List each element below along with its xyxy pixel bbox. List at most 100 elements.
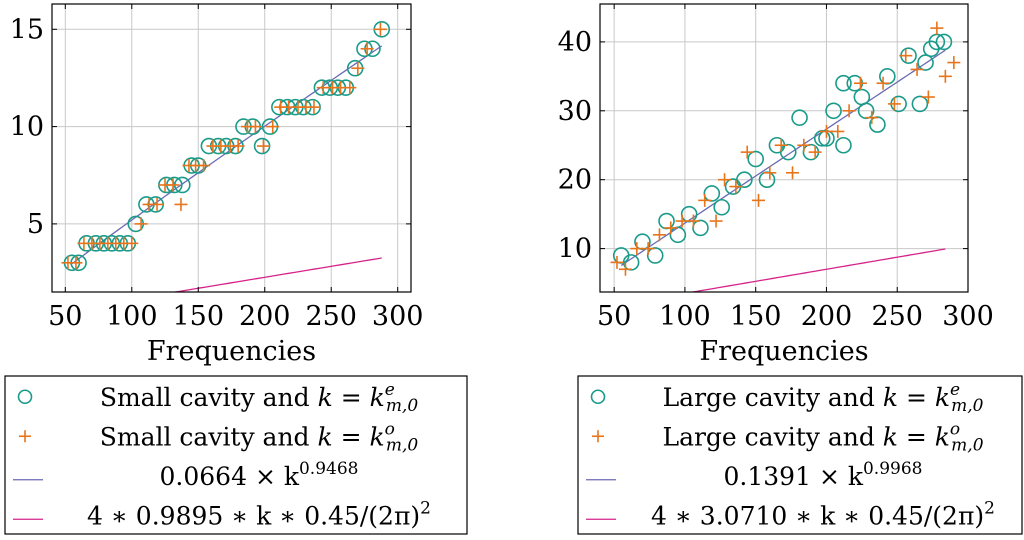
plus-point — [248, 120, 262, 134]
plus-point — [174, 197, 188, 211]
plus-point — [618, 262, 632, 276]
circle-point — [736, 171, 753, 188]
circle-point — [935, 33, 953, 51]
legend-label-text: 4 ∗ 0.9895 ∗ k ∗ 0.45/(2π) — [87, 501, 420, 530]
plus-point — [266, 120, 280, 134]
legend-box — [577, 375, 1023, 535]
circle-point — [612, 247, 630, 264]
legend-label-text: 4 ∗ 3.0710 ∗ k ∗ 0.45/(2π) — [651, 501, 984, 530]
x-tick-label: 100 — [659, 301, 711, 332]
plus-point — [808, 145, 822, 159]
legend-label-superscript: e — [950, 380, 960, 400]
circle-point — [646, 247, 664, 264]
legend-label-text: Small cavity and — [100, 422, 318, 451]
circle-point — [669, 226, 687, 244]
circle-point — [911, 95, 929, 113]
plus-point — [134, 217, 148, 231]
circle-point — [879, 68, 896, 85]
legend-label: Large cavity and k = ko m,0 — [662, 419, 983, 455]
legend-plus-marker — [592, 430, 604, 443]
circle-point — [747, 150, 764, 168]
legend-label: 4 ∗ 0.9895 ∗ k ∗ 0.45/(2π)2 — [87, 498, 431, 530]
circle-point — [917, 54, 934, 71]
legend-box — [4, 375, 468, 535]
legend-label-superscript: 0.9468 — [299, 459, 358, 479]
plus-point — [686, 214, 700, 228]
fit-line-4 — [689, 248, 946, 292]
circle-point — [779, 143, 797, 161]
plus-point — [910, 62, 924, 76]
plus-point — [899, 49, 913, 63]
circle-point — [703, 185, 721, 202]
plus-point — [819, 124, 833, 138]
plus-point — [125, 236, 139, 250]
plus-point — [610, 255, 624, 269]
plus-point — [360, 42, 374, 56]
plus-point — [231, 139, 245, 153]
y-tick-label: 30 — [558, 96, 592, 127]
legend-label: 4 ∗ 3.0710 ∗ k ∗ 0.45/(2π)2 — [651, 498, 995, 530]
legend-label: 0.0664 × k0.9468 — [160, 459, 359, 491]
legend-label-text: Small cavity and — [100, 383, 318, 412]
legend-label-superscript: o — [950, 419, 960, 439]
fit-line-4 — [171, 257, 382, 292]
legend-label-subscript: m,0 — [951, 435, 984, 455]
x-axis-label: Frequencies — [699, 336, 868, 367]
y-tick-label: 20 — [558, 165, 592, 196]
legend-label-text: Large cavity and — [663, 383, 883, 412]
plus-point — [166, 178, 180, 192]
chart-2: 50 100 150 200 250 300 10 20 30 40 Frequencies Larg… — [558, 3, 1023, 535]
plus-point — [876, 76, 890, 90]
legend-label: Small cavity and k = ko m,0 — [100, 419, 419, 455]
x-tick-label: 300 — [942, 301, 994, 332]
legend-label-superscript: 0.9968 — [863, 459, 922, 479]
circle-point — [680, 205, 698, 223]
plus-point — [256, 139, 270, 153]
circle-point — [791, 109, 808, 126]
x-tick-label: 150 — [730, 301, 782, 332]
plus-point — [947, 56, 961, 70]
legend-label: Large cavity and k = ke m,0 — [663, 380, 984, 416]
plus-point — [938, 69, 952, 83]
x-tick-label: 50 — [597, 301, 631, 332]
legend-label-math: k = k — [318, 422, 385, 451]
circle-point — [825, 102, 842, 120]
legend-plus-marker — [19, 430, 31, 443]
legend-label-math: k = k — [883, 422, 950, 451]
plus-point — [853, 76, 867, 90]
plus-point — [69, 256, 83, 270]
plus-point — [307, 100, 321, 114]
legend-label-text: Large cavity and — [662, 422, 882, 451]
legend-label-math: k = k — [318, 383, 385, 412]
plus-point — [652, 228, 666, 242]
legend-label-superscript: o — [385, 419, 395, 439]
x-tick-label: 200 — [239, 301, 291, 332]
x-axis-label: Frequencies — [147, 336, 316, 367]
plus-point — [729, 180, 743, 194]
y-tick-label: 10 — [558, 234, 592, 265]
plus-point — [740, 145, 754, 159]
plus-point — [197, 159, 211, 173]
legend-label: Small cavity and k = ke m,0 — [100, 380, 419, 416]
plus-point — [763, 166, 777, 180]
plus-point — [351, 61, 365, 75]
legend-label-subscript: m,0 — [386, 396, 419, 416]
plus-point — [831, 124, 845, 138]
x-tick-label: 150 — [172, 301, 224, 332]
x-tick-label: 250 — [305, 301, 357, 332]
plus-point — [887, 97, 901, 111]
plot-area — [61, 20, 391, 292]
legend-label-subscript: m,0 — [951, 396, 984, 416]
plot-area — [610, 21, 961, 292]
plus-point — [752, 193, 766, 207]
plus-point — [698, 193, 712, 207]
legend-label-text: 0.0664 × k — [160, 462, 300, 491]
legend-label-superscript: 2 — [984, 498, 995, 518]
plus-point — [842, 104, 856, 118]
chart-1: 50 100 150 200 250 300 5 10 15 Frequencies Small c… — [4, 3, 468, 535]
plus-point — [785, 166, 799, 180]
x-tick-label: 50 — [48, 301, 82, 332]
circle-point — [713, 198, 731, 216]
axes-frame — [599, 3, 969, 293]
